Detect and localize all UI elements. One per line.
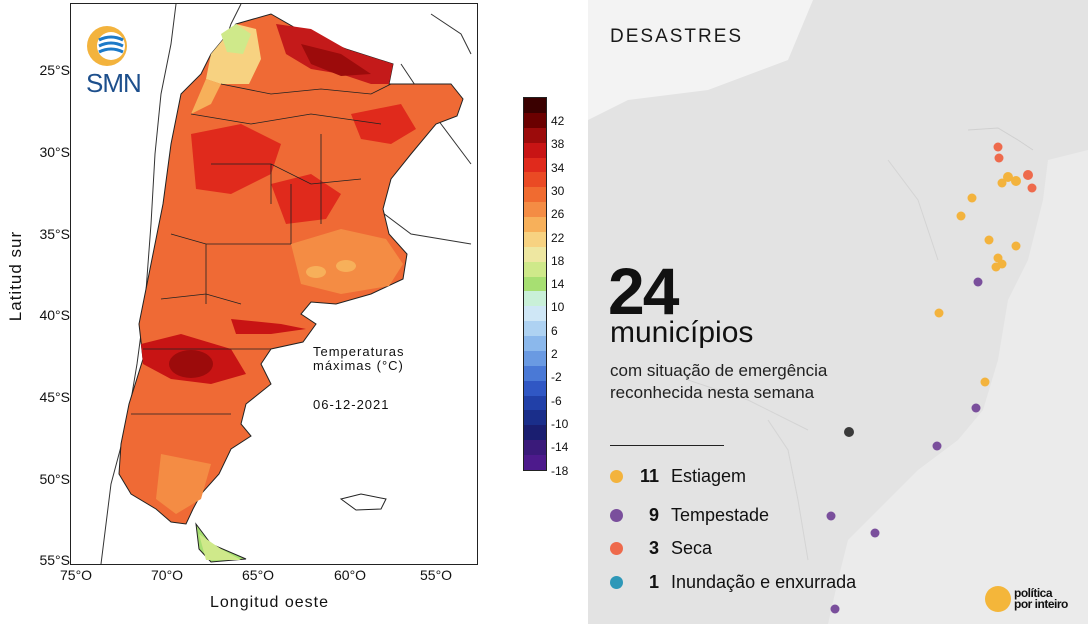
brand-text: política por inteiro (1014, 586, 1068, 611)
colorbar-segment (524, 395, 546, 411)
colorbar-segment (524, 291, 546, 307)
colorbar-segment (524, 157, 546, 173)
lat-tick: 50°S (39, 471, 70, 487)
legend-count: 1 (648, 571, 659, 592)
argentina-map (87, 4, 472, 564)
colorbar-tick-label: 30 (551, 183, 565, 198)
colorbar (523, 97, 547, 471)
lon-tick: 75°O (60, 567, 93, 583)
colorbar-tick-label: 2 (551, 347, 558, 361)
colorbar-tick-label: -10 (551, 416, 569, 431)
colorbar-tick-label: 14 (551, 277, 565, 292)
brand-sun-icon (985, 586, 1011, 612)
colorbar-segment (524, 172, 546, 188)
lat-tick: 55°S (39, 552, 70, 568)
colorbar-tick-label: 26 (551, 207, 565, 222)
map-title: Temperaturas máximas (°C) (313, 345, 404, 373)
colorbar-tick-label: 10 (551, 300, 565, 315)
colorbar-segment (524, 321, 546, 337)
lon-tick: 55°O (420, 567, 453, 583)
colorbar-tick-label: 22 (551, 230, 565, 245)
colorbar-segment (524, 127, 546, 144)
municipality-count: 24 (608, 254, 679, 328)
colorbar-segment (524, 217, 546, 233)
colorbar-segment (524, 410, 546, 426)
lon-tick: 60°O (334, 567, 367, 583)
colorbar-segment (524, 246, 546, 263)
colorbar-segment (524, 261, 546, 278)
legend-item-estiagem: 11 Estiagem (610, 464, 746, 488)
colorbar-segment (524, 276, 546, 292)
argentina-landmass (118, 13, 464, 525)
colorbar-tick-label: 38 (551, 137, 565, 152)
colorbar-segment (524, 455, 546, 471)
colorbar-tick-label: 6 (551, 323, 558, 338)
colorbar-tick-label: 18 (551, 253, 565, 268)
lat-tick: 30°S (39, 144, 70, 160)
colorbar-segment (524, 350, 546, 367)
legend-item-tempestade: 9 Tempestade (610, 503, 769, 527)
brazil-map (588, 0, 1088, 624)
description: com situação de emergência reconhecida n… (610, 361, 828, 402)
colorbar-segment (524, 380, 546, 397)
colorbar-segment (524, 440, 546, 456)
legend-count: 3 (648, 537, 659, 558)
colorbar-tick-label: -2 (551, 370, 562, 385)
brazil-landmass (588, 0, 1088, 624)
colorbar-tick-label: 34 (551, 160, 565, 175)
section-kicker: DESASTRES (610, 26, 744, 47)
lat-tick: 40°S (39, 307, 70, 323)
lon-tick: 70°O (151, 567, 184, 583)
legend-dot-icon (610, 575, 623, 589)
brand-logo: política por inteiro (985, 586, 1068, 612)
temperature-map-panel: Latitud sur 25°S 30°S 35°S 40°S 45°S 50°… (6, 3, 569, 611)
smn-logo-text: SMN (86, 68, 142, 98)
y-axis-label: Latitud sur (6, 230, 25, 322)
colorbar-segment (524, 425, 546, 441)
map-title-line: Temperaturas (313, 344, 405, 359)
legend-dot-icon (610, 541, 623, 555)
colorbar-segment (524, 365, 546, 382)
disasters-panel: DESASTRES 24 municípios com situação de … (588, 0, 1088, 624)
colorbar-segment (524, 142, 546, 158)
colorbar-segment (524, 202, 546, 218)
disaster-markers (826, 142, 1037, 614)
colorbar-segment (524, 187, 546, 203)
legend-label: Estiagem (671, 465, 747, 486)
legend-label: Inundação e enxurrada (671, 571, 857, 592)
legend-label: Tempestade (671, 504, 770, 525)
lat-tick: 35°S (39, 226, 70, 242)
colorbar-segment (524, 98, 546, 114)
divider (610, 445, 724, 446)
colorbar-segment (524, 112, 546, 129)
map-date: 06-12-2021 (313, 397, 390, 412)
colorbar-tick-label: -14 (551, 440, 569, 455)
legend-dot-icon (610, 469, 623, 483)
map-frame (70, 3, 478, 565)
legend-item-seca: 3 Seca (610, 536, 712, 560)
colorbar-tick-label: -6 (551, 393, 562, 408)
colorbar-tick-label: -18 (551, 463, 569, 478)
colorbar-segment (524, 336, 546, 352)
colorbar-segment (524, 231, 546, 248)
lon-tick: 65°O (242, 567, 275, 583)
map-title-line: máximas (°C) (313, 358, 404, 373)
brand-line: por inteiro (1014, 597, 1068, 611)
brand-line: política (1014, 586, 1053, 600)
legend-item-inundacao: 1 Inundação e enxurrada (610, 570, 856, 594)
colorbar-segment (524, 306, 546, 322)
x-axis-label: Longitud oeste (210, 594, 329, 611)
legend-count: 11 (639, 465, 659, 486)
legend-label: Seca (671, 537, 713, 558)
lat-tick: 45°S (39, 389, 70, 405)
legend-dot-icon (610, 508, 623, 522)
lat-tick: 25°S (39, 62, 70, 78)
colorbar-tick-label: 42 (551, 114, 565, 128)
legend-count: 9 (648, 504, 659, 525)
count-label: municípios (610, 316, 754, 349)
smn-logo-icon (87, 26, 127, 66)
